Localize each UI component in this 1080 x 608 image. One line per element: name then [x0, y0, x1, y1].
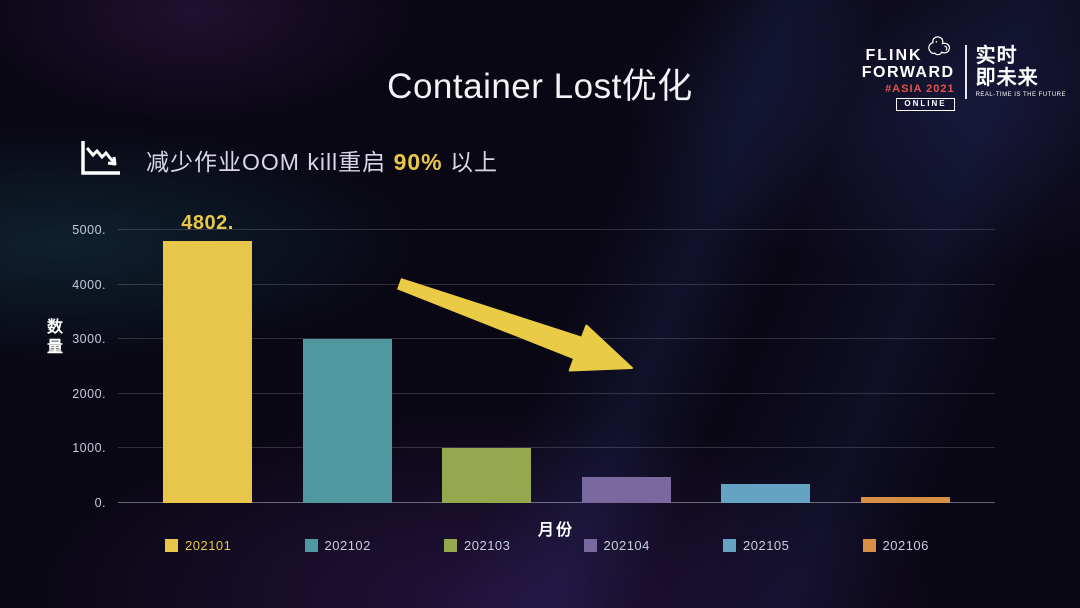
bar-202102: [302, 339, 392, 503]
flink-forward-logo: FLINK FORWARD #ASIA 2021 ONLINE 实时 即未来 R…: [862, 34, 1066, 111]
legend-item-202106: 202106: [862, 538, 929, 553]
y-tick-label: 1000.: [72, 441, 106, 456]
subtitle-text: 减少作业OOM kill重启 90% 以上: [146, 143, 498, 177]
subtitle-row: 减少作业OOM kill重启 90% 以上: [78, 138, 498, 182]
flink-squirrel-icon: [925, 34, 953, 65]
y-tick-label: 3000.: [72, 332, 106, 347]
logo-cn-line1: 实时: [975, 44, 1018, 67]
legend-label: 202102: [324, 538, 371, 553]
x-axis-title: 月份: [537, 522, 575, 539]
y-tick-label: 2000.: [72, 386, 106, 401]
subtitle-after: 以上: [442, 149, 498, 175]
legend-label: 202103: [464, 538, 511, 553]
bar-chart: 0. 1000. 2000. 3000. 4000. 5000. 4802.: [72, 212, 995, 510]
bar-value-label: 4802.: [181, 211, 234, 234]
legend-label: 202106: [882, 538, 929, 553]
legend-item-202103: 202103: [444, 538, 510, 553]
legend-item-202101: 202101: [165, 538, 231, 553]
gridline: [118, 229, 995, 230]
bar-202103: [442, 448, 531, 503]
y-tick-label: 5000.: [72, 223, 106, 237]
legend-swatch: [862, 539, 876, 552]
y-tick-label: 0.: [94, 496, 106, 510]
bar-202101: [163, 240, 252, 503]
legend-swatch: [583, 539, 597, 552]
legend-label: 202105: [743, 538, 790, 553]
bar-202105: [721, 483, 810, 503]
logo-right-block: 实时 即未来 REAL-TIME IS THE FUTURE: [975, 44, 1066, 99]
declining-chart-icon: [78, 138, 122, 182]
logo-tagline: REAL-TIME IS THE FUTURE: [975, 92, 1066, 99]
logo-cn-line2: 即未来: [975, 66, 1039, 89]
legend-item-202104: 202104: [583, 538, 650, 553]
legend-label: 202104: [603, 538, 650, 553]
y-axis-title: 数量: [44, 318, 61, 358]
logo-divider: [964, 45, 967, 100]
logo-asia-text: #ASIA 2021: [885, 82, 955, 95]
y-tick-label: 4000.: [72, 277, 106, 292]
logo-online-badge: ONLINE: [896, 98, 955, 111]
legend-swatch: [723, 539, 736, 552]
legend-swatch: [304, 539, 318, 552]
legend-swatch: [444, 539, 457, 552]
legend-item-202105: 202105: [723, 538, 789, 553]
bar-202104: [581, 476, 671, 503]
subtitle-before: 减少作业OOM kill重启: [146, 149, 394, 175]
logo-left-block: FLINK FORWARD #ASIA 2021 ONLINE: [862, 34, 955, 111]
gridline: [118, 447, 995, 449]
legend-label: 202101: [185, 538, 232, 553]
x-axis-line: [118, 502, 995, 503]
page-title: Container Lost优化: [387, 67, 693, 106]
logo-forward-text: FORWARD: [861, 63, 955, 81]
legend-swatch: [165, 539, 178, 552]
gridline: [118, 392, 995, 394]
bar-202106: [860, 497, 950, 503]
legend-item-202102: 202102: [304, 538, 371, 553]
logo-flink-text: FLINK: [865, 47, 923, 64]
subtitle-highlight: 90%: [393, 149, 443, 175]
